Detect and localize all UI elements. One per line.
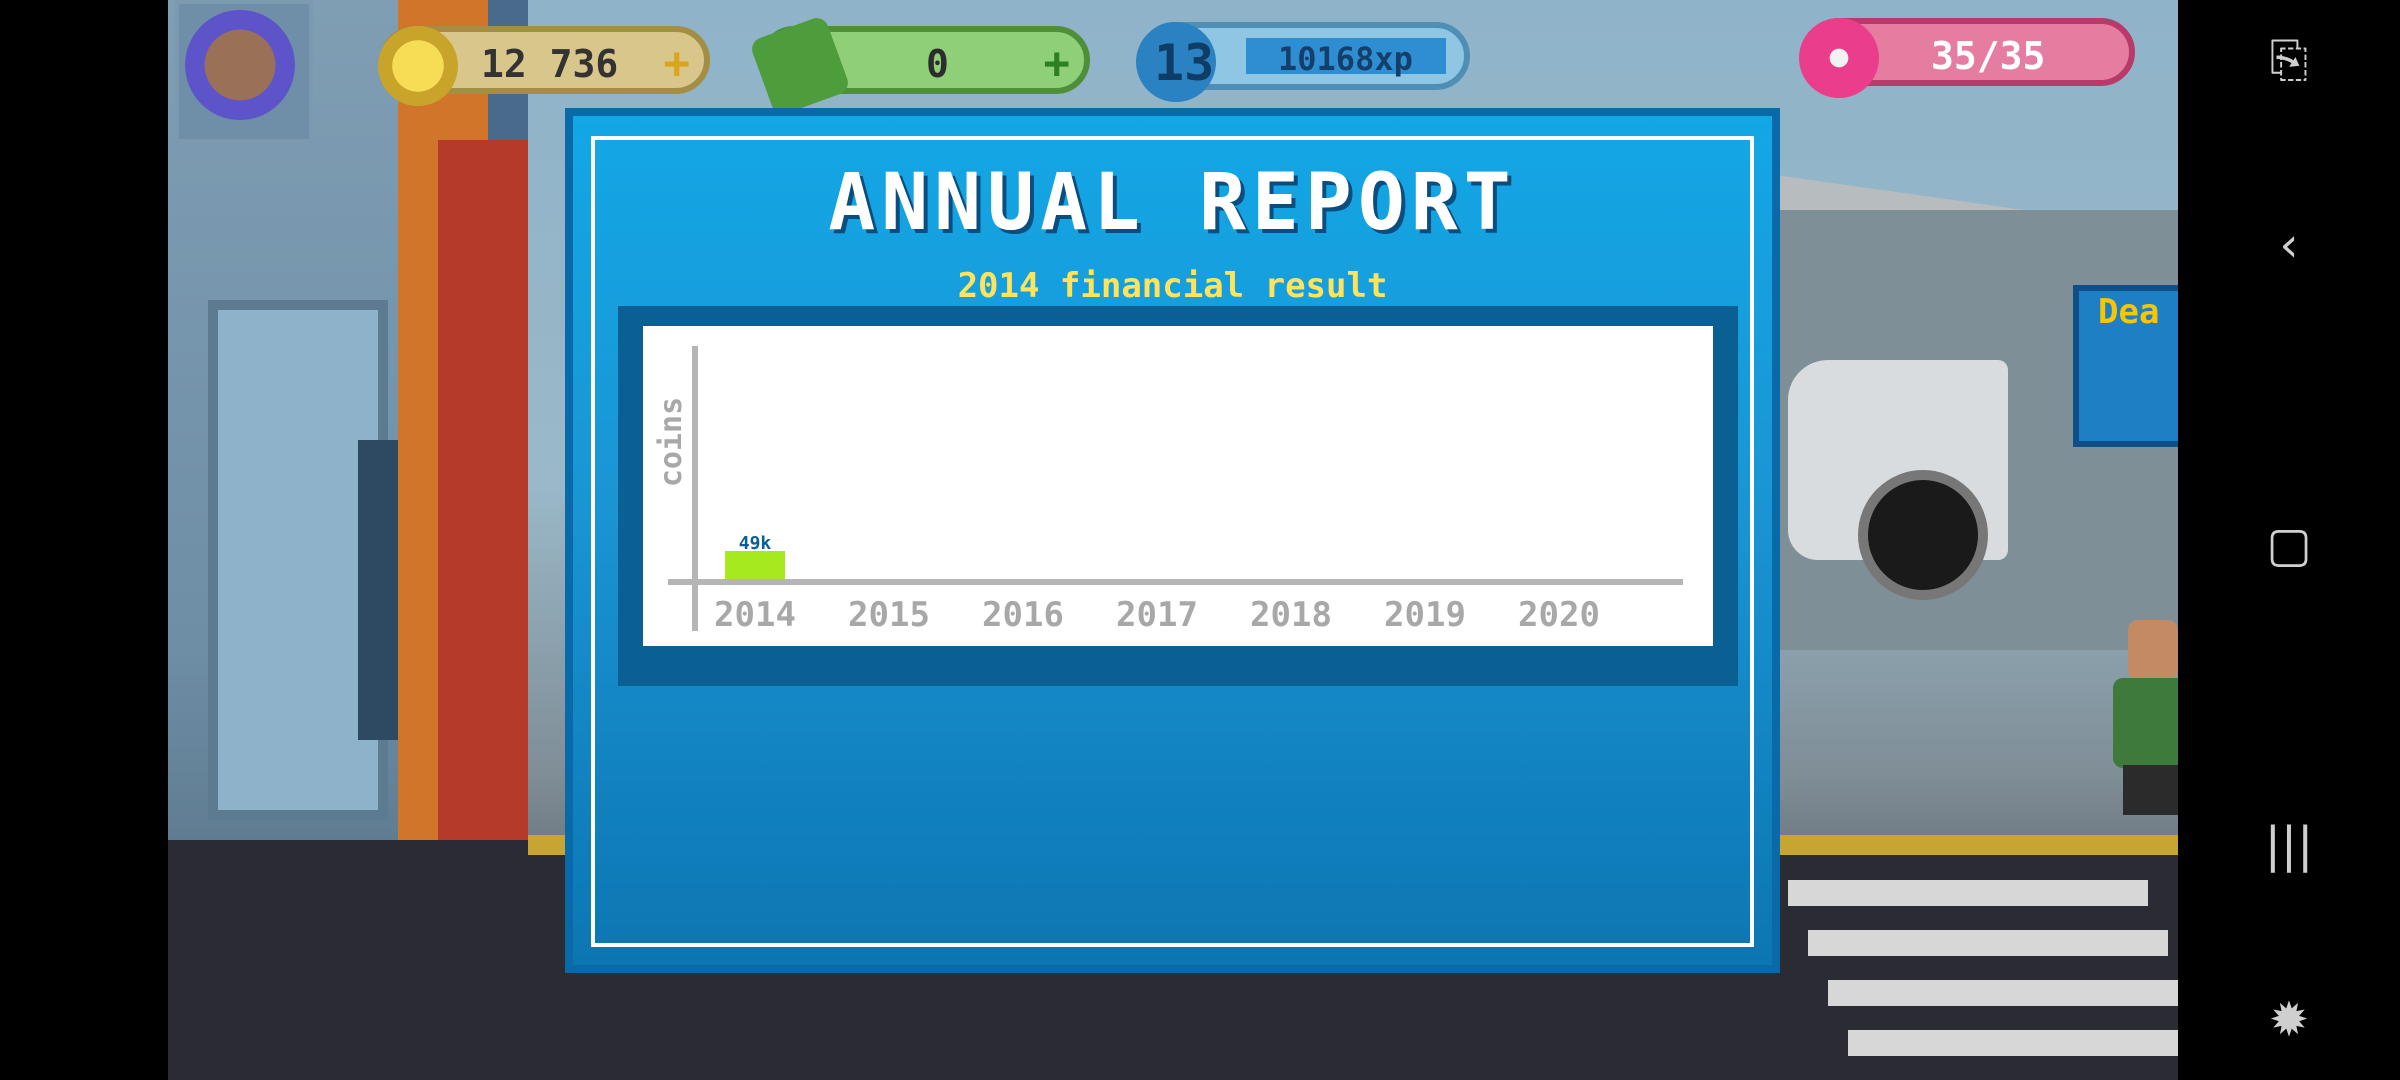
x-tick-label: 2018 xyxy=(1250,595,1332,635)
game-tools-icon[interactable]: ✹ xyxy=(2268,992,2310,1048)
crosswalk-stripe xyxy=(1808,930,2168,956)
x-tick-label: 2015 xyxy=(848,595,930,635)
coin-icon xyxy=(378,26,458,106)
npc-character[interactable] xyxy=(2108,620,2178,820)
system-nav-bar: ⎘ ‹ ▢ ||| ✹ xyxy=(2178,0,2400,1080)
y-axis-label: coins xyxy=(654,397,689,487)
coins-counter[interactable]: 12 736 + xyxy=(378,26,710,106)
annual-report-dialog[interactable]: ANNUAL REPORT 2014 financial result coin… xyxy=(565,108,1780,973)
dialog-border xyxy=(591,136,1754,947)
home-icon[interactable]: ▢ xyxy=(2266,517,2312,573)
cash-counter[interactable]: 0 + xyxy=(748,14,1090,118)
screen-capture-icon[interactable]: ⎘ xyxy=(2269,31,2309,88)
bar-2014 xyxy=(725,551,785,579)
add-coins-button[interactable]: + xyxy=(663,38,691,89)
crosswalk-stripe xyxy=(1848,1030,2178,1056)
energy-value: 35/35 xyxy=(1931,34,2046,78)
dialog-title: ANNUAL REPORT xyxy=(828,158,1517,248)
npc-body xyxy=(2113,678,2178,768)
car-wheel xyxy=(1858,470,1988,600)
dealer-sign[interactable] xyxy=(2073,285,2178,447)
level-star-icon xyxy=(1136,22,1216,102)
x-tick-label: 2016 xyxy=(982,595,1064,635)
recents-icon[interactable]: ||| xyxy=(2264,817,2314,873)
npc-head xyxy=(2128,620,2178,680)
npc-legs xyxy=(2123,765,2178,815)
crosswalk-stripe xyxy=(1828,980,2178,1006)
dialog-subtitle: 2014 financial result xyxy=(957,266,1388,306)
add-cash-button[interactable]: + xyxy=(1043,38,1071,89)
back-icon[interactable]: ‹ xyxy=(2279,217,2299,273)
annual-chart: coins 2014 49k 2015 2016 2017 2018 2019 2020 xyxy=(654,346,1683,635)
x-tick-label: 2020 xyxy=(1518,595,1600,635)
crosswalk-stripe xyxy=(1788,880,2148,906)
energy-counter[interactable]: 35/35 xyxy=(1799,18,2135,98)
donut-icon xyxy=(1799,18,1879,98)
chart-panel: coins 2014 49k 2015 2016 2017 2018 2019 2020 xyxy=(643,326,1713,646)
x-tick-label: 2019 xyxy=(1384,595,1466,635)
x-tick-label: 2017 xyxy=(1116,595,1198,635)
player-level: 13 xyxy=(1154,34,1215,92)
xp-value: 10168xp xyxy=(1278,40,1413,78)
avatar-portrait xyxy=(185,10,295,120)
bar-value-label: 49k xyxy=(739,533,772,554)
dealer-sign-text: Dea xyxy=(2098,292,2160,332)
coins-value: 12 736 xyxy=(481,42,619,86)
door-window xyxy=(358,440,398,740)
xp-progress-bar xyxy=(1246,38,1446,74)
xp-counter[interactable]: 13 10168xp xyxy=(1136,22,1470,102)
cash-value: 0 xyxy=(926,42,949,86)
x-tick-label: 2014 xyxy=(714,595,796,635)
